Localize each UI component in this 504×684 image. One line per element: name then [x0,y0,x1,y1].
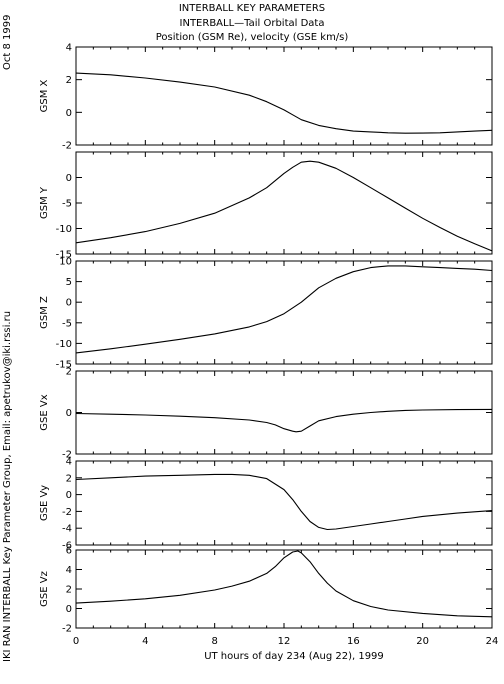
y-tick-label: 2 [66,75,72,86]
y-tick-label: -5 [62,199,72,210]
y-axis-label-2: GSM Y [39,186,50,219]
y-tick-label: 4 [66,457,72,468]
series-line-6 [75,550,493,618]
y-tick-label: 4 [66,43,72,54]
x-axis-label: UT hours of day 234 (Aug 22), 1999 [204,651,384,662]
y-axis-label-6: GSE Vz [39,571,50,607]
y-tick-label: -2 [62,624,72,635]
y-tick-label: 0 [66,173,72,184]
x-tick-label: 4 [142,636,148,647]
y-tick-label: 0 [66,108,72,119]
y-tick-label: -4 [62,524,72,535]
x-tick-label: 16 [347,636,360,647]
y-tick-label: -2 [62,450,72,461]
y-tick-label: 0 [66,298,72,309]
header-line1: INTERBALL KEY PARAMETERS [178,3,326,14]
y-axis-label-4: GSE Vx [39,394,50,430]
series-line-4 [75,408,493,433]
y-axis-label-5: GSE Vy [39,485,50,521]
y-tick-label: 6 [66,546,72,557]
y-tick-label: 2 [66,585,72,596]
panel-frame-6 [75,549,493,629]
y-tick-label: -5 [62,318,72,329]
y-tick-label: -6 [62,541,72,552]
series-line-5 [75,473,493,531]
header-line2: INTERBALL—Tail Orbital Data [179,18,325,29]
y-tick-label: 5 [66,277,72,288]
y-tick-label: 0 [66,408,72,419]
y-tick-label: 0 [66,490,72,501]
x-tick-label: 8 [211,636,217,647]
y-axis-label-1: GSM X [39,79,50,112]
panel-frame-5 [75,460,493,546]
y-tick-label: -2 [62,507,72,518]
y-axis-label-3: GSM Z [39,296,50,329]
y-tick-label: -2 [62,141,72,152]
x-tick-label: 24 [486,636,499,647]
y-tick-label: 2 [66,473,72,484]
panel-frame-1 [75,46,493,146]
series-line-2 [75,160,493,252]
y-tick-label: 0 [66,604,72,615]
header-line3: Position (GSM Re), velocity (GSE km/s) [155,32,349,43]
panel-frame-2 [75,151,493,255]
series-line-1 [75,72,493,134]
y-tick-label: -15 [56,250,72,261]
y-tick-label: -10 [56,224,72,235]
panel-frame-4 [75,370,493,455]
y-tick-label: 10 [59,257,72,268]
series-line-3 [75,265,493,354]
y-tick-label: -15 [56,360,72,371]
x-tick-label: 0 [73,636,79,647]
x-tick-label: 12 [278,636,291,647]
panel-frame-3 [75,260,493,365]
x-tick-label: 20 [416,636,429,647]
y-tick-label: 2 [66,367,72,378]
y-tick-label: 4 [66,565,72,576]
y-tick-label: -10 [56,339,72,350]
